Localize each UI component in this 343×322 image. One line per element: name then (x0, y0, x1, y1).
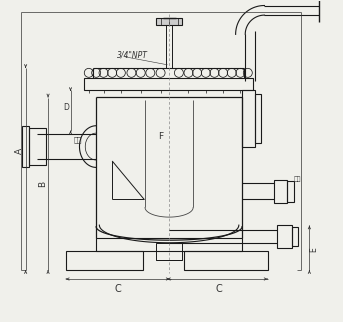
Bar (184, 251, 268, 270)
Bar (292, 227, 298, 246)
Bar (156, 243, 182, 260)
Text: B: B (38, 180, 47, 186)
Bar (287, 181, 294, 202)
Bar (22, 126, 29, 167)
Text: 3/4"NPT: 3/4"NPT (117, 51, 148, 60)
Text: 出口: 出口 (294, 177, 301, 182)
Text: E: E (310, 248, 319, 252)
Bar (84, 78, 253, 90)
Bar (255, 94, 261, 143)
Text: D: D (63, 103, 69, 112)
Text: A: A (15, 148, 24, 155)
Text: F: F (158, 132, 164, 141)
Text: C: C (215, 284, 222, 294)
Text: C: C (114, 284, 121, 294)
Bar (274, 180, 287, 203)
Bar (156, 18, 182, 25)
Bar (242, 90, 255, 147)
Bar (29, 128, 46, 165)
Bar (166, 22, 172, 68)
Text: 入口: 入口 (74, 136, 82, 143)
Bar (277, 225, 292, 248)
Bar (96, 238, 242, 251)
Bar (66, 251, 143, 270)
